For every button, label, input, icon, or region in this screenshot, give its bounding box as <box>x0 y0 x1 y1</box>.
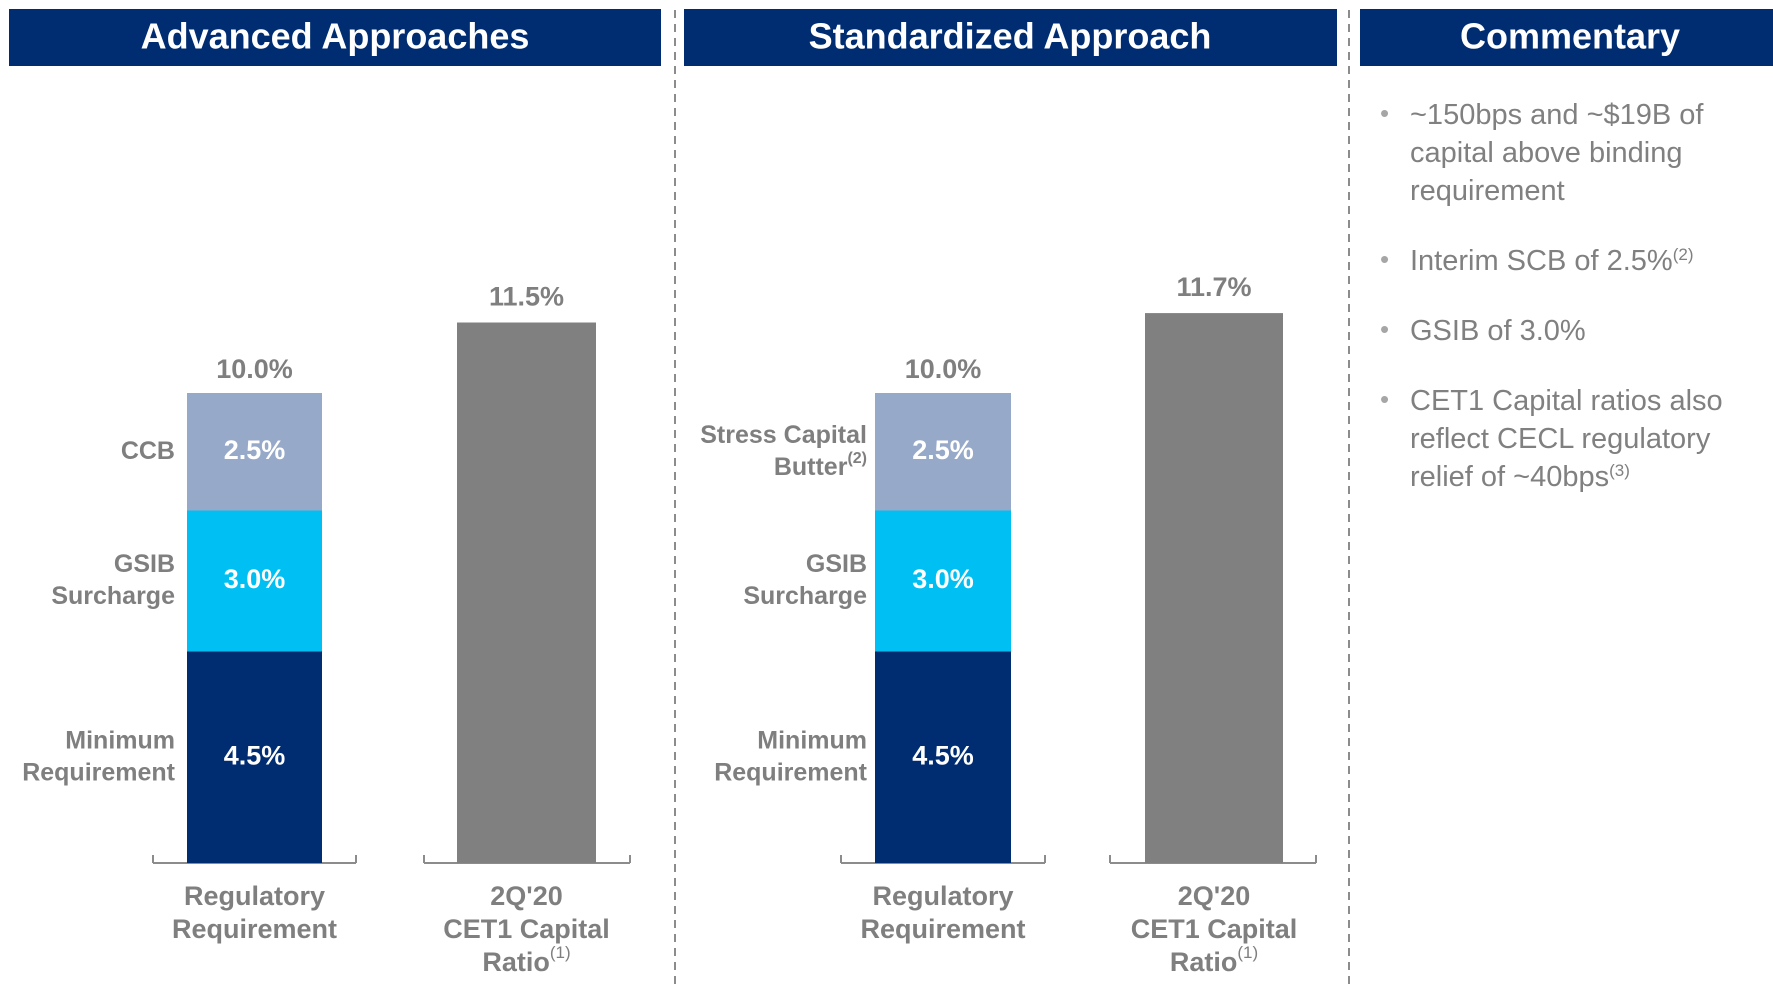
bar-segment <box>1145 313 1283 864</box>
x-tick-label-line: Regulatory <box>184 881 325 911</box>
total-label: 10.0% <box>216 354 293 384</box>
bullet-text: ~150bps and ~$19B of capital above bindi… <box>1410 99 1704 207</box>
data-label: 3.0% <box>912 564 974 594</box>
bullet-text: GSIB of 3.0% <box>1410 315 1586 347</box>
series-label: Stress Capital Butter(2) <box>700 420 867 480</box>
series-label-line: Butter <box>774 452 848 480</box>
series-label-line: Surcharge <box>51 582 175 610</box>
series-label-line: Minimum <box>757 726 867 754</box>
bullet: ~150bps and ~$19B of capital above bindi… <box>1380 94 1760 210</box>
x-tick-label-line: Ratio <box>1170 947 1238 977</box>
bar-segment <box>187 510 322 652</box>
header-bar <box>684 9 1337 66</box>
commentary: ~150bps and ~$19B of capital above bindi… <box>1380 94 1760 528</box>
series-label: Minimum Requirement <box>22 726 175 786</box>
x-tick-label: Requirement <box>172 914 337 944</box>
x-tick-label: CET1 Capital <box>1131 914 1298 944</box>
bar-segment <box>875 393 1011 511</box>
series-label: GSIB Surcharge <box>743 550 867 610</box>
chart-title: Standardized Approach <box>809 16 1212 57</box>
series-label: GSIB Surcharge <box>51 550 175 610</box>
footnote: (2) <box>847 450 867 467</box>
bar-segment <box>875 651 1011 863</box>
bullet: GSIB of 3.0% <box>1380 310 1760 350</box>
x-tick-label-line: Requirement <box>860 914 1025 944</box>
x-tick-label-line: 2Q'20 <box>490 881 562 911</box>
x-tick-label: Ratio(1) <box>482 943 570 977</box>
data-label: 2.5% <box>224 435 286 465</box>
bar-segment <box>457 322 596 863</box>
x-tick-label-line: 2Q'20 <box>1178 881 1250 911</box>
bar-segment <box>187 651 322 863</box>
data-label: 11.7% <box>1176 272 1251 302</box>
bar-segment <box>187 393 322 511</box>
bullet-text: CET1 Capital ratios also reflect CECL re… <box>1410 385 1723 493</box>
data-label: 4.5% <box>912 740 974 770</box>
bullet: CET1 Capital ratios also reflect CECL re… <box>1380 380 1760 496</box>
footnote: (2) <box>1672 245 1694 264</box>
x-tick-label: Requirement <box>860 914 1025 944</box>
data-label: 11.5% <box>489 282 564 312</box>
x-tick-label: Ratio(1) <box>1170 943 1258 977</box>
series-label-line: Requirement <box>22 758 175 786</box>
data-label: 3.0% <box>224 564 286 594</box>
bar-segment <box>875 510 1011 652</box>
series-label: CCB <box>121 436 175 464</box>
data-label: 4.5% <box>224 740 286 770</box>
data-label: 2.5% <box>912 435 974 465</box>
x-tick-label: Regulatory <box>872 881 1013 911</box>
footnote: (1) <box>1237 943 1258 962</box>
series-label-line: Surcharge <box>743 582 867 610</box>
x-tick-label-line: CET1 Capital <box>1131 914 1298 944</box>
series-label-line: Minimum <box>65 726 175 754</box>
bullet: Interim SCB of 2.5%(2) <box>1380 240 1760 280</box>
header-bar <box>1360 9 1773 66</box>
footnote: (1) <box>550 943 571 962</box>
x-tick-label-line: CET1 Capital <box>443 914 610 944</box>
chart-title: Advanced Approaches <box>141 16 530 57</box>
x-tick-label: 2Q'20 <box>1178 881 1250 911</box>
x-tick-label-line: Requirement <box>172 914 337 944</box>
series-label-line: Stress Capital <box>700 420 867 448</box>
series-label: Minimum Requirement <box>714 726 867 786</box>
series-label-line: CCB <box>121 436 175 464</box>
series-label-line: GSIB <box>806 550 867 578</box>
series-label-line: GSIB <box>114 550 175 578</box>
series-label-line: Requirement <box>714 758 867 786</box>
total-label: 10.0% <box>905 354 982 384</box>
x-tick-label: 2Q'20 <box>490 881 562 911</box>
header-bar <box>9 9 661 66</box>
x-tick-label-line: Regulatory <box>872 881 1013 911</box>
x-tick-label-line: Ratio <box>482 947 550 977</box>
footnote: (3) <box>1609 461 1630 480</box>
bullet-text: Interim SCB of 2.5% <box>1410 245 1673 277</box>
x-tick-label: CET1 Capital <box>443 914 610 944</box>
commentary-title: Commentary <box>1460 16 1680 57</box>
x-tick-label: Regulatory <box>184 881 325 911</box>
